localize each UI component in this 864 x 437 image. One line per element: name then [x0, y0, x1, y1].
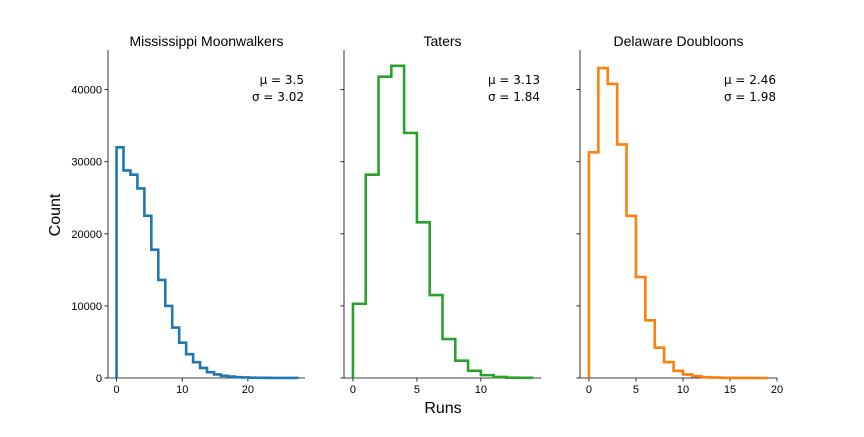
mean-annotation: μ = 3.5 — [260, 73, 304, 87]
panel-2: 0 5 10 Taters μ = 3.13 σ = 1.84 — [340, 33, 541, 396]
std-annotation: σ = 1.84 — [488, 90, 540, 104]
panel-3: 0 5 10 15 20 Delaware Doubloons μ = 2.46 σ = 1.… — [576, 33, 783, 396]
std-annotation: σ = 1.98 — [724, 90, 776, 104]
y-tick-label: 30000 — [71, 157, 102, 169]
y-tick-label: 20000 — [71, 229, 102, 241]
x-tick-label: 15 — [724, 384, 736, 396]
x-tick-label: 10 — [176, 384, 188, 396]
panel-title: Mississippi Moonwalkers — [129, 33, 283, 49]
histogram-series-2 — [351, 64, 534, 380]
x-tick-label: 0 — [586, 384, 592, 396]
x-tick-label: 0 — [350, 384, 356, 396]
histogram-series-1 — [115, 146, 299, 380]
x-axis-title: Runs — [424, 400, 461, 417]
x-tick-label: 5 — [414, 384, 420, 396]
mean-annotation: μ = 3.13 — [488, 73, 540, 87]
x-tick-label: 5 — [633, 384, 639, 396]
x-tick-label: 20 — [242, 384, 254, 396]
x-tick-label: 10 — [677, 384, 689, 396]
y-tick-label: 40000 — [71, 85, 102, 97]
histogram-series-3 — [587, 66, 769, 380]
mean-annotation: μ = 2.46 — [724, 73, 776, 87]
std-annotation: σ = 3.02 — [252, 90, 304, 104]
panel-1: 0 10000 20000 30000 40000 0 10 20 Mississippi Mo… — [71, 33, 305, 396]
x-tick-label: 10 — [475, 384, 487, 396]
y-tick-label: 0 — [96, 373, 102, 385]
x-tick-label: 0 — [113, 384, 119, 396]
panel-title: Taters — [423, 33, 461, 49]
y-axis-title: Count — [47, 193, 64, 236]
panel-title: Delaware Doubloons — [614, 33, 744, 49]
y-tick-label: 10000 — [71, 301, 102, 313]
x-tick-label: 20 — [771, 384, 783, 396]
